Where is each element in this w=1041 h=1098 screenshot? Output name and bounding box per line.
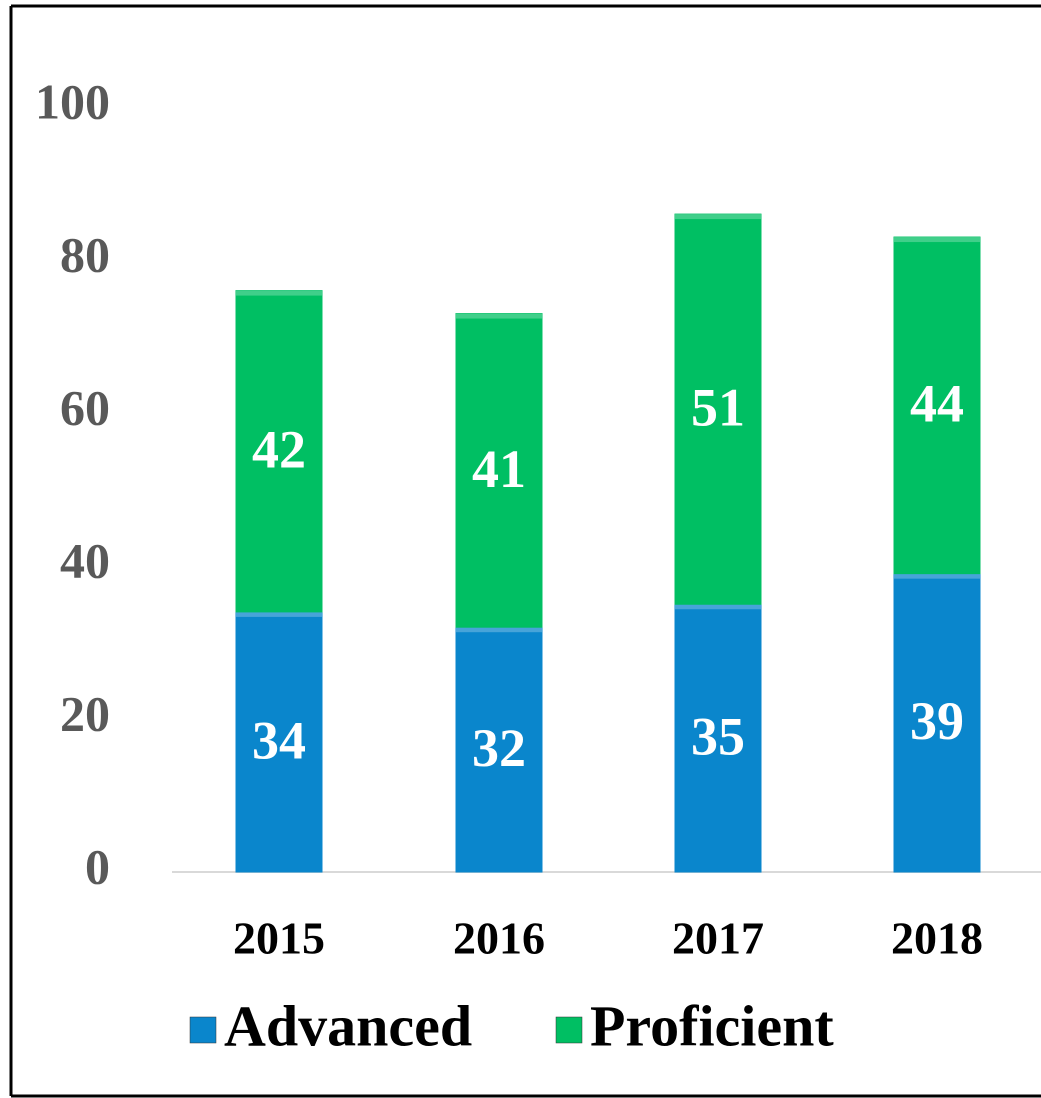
y-tick-label: 100 xyxy=(35,73,110,129)
x-tick-label: 2018 xyxy=(891,913,983,964)
bar-highlight xyxy=(675,214,761,220)
data-label: 39 xyxy=(910,691,964,751)
bar-segment xyxy=(455,313,543,628)
data-label: 34 xyxy=(252,710,306,770)
x-tick-label: 2016 xyxy=(453,913,545,964)
y-tick-label: 20 xyxy=(60,685,110,741)
legend-swatch xyxy=(189,1016,217,1044)
data-label: 51 xyxy=(691,378,745,438)
bar-segment xyxy=(893,236,981,575)
bar-highlight xyxy=(894,237,980,243)
bar-highlight xyxy=(236,611,322,617)
data-label: 35 xyxy=(691,707,745,767)
x-tick-label: 2015 xyxy=(233,913,325,964)
data-label: 42 xyxy=(252,420,306,480)
x-tick-label: 2017 xyxy=(672,913,764,964)
bar-segment xyxy=(235,290,323,613)
y-tick-label: 60 xyxy=(60,379,110,435)
bar-segment xyxy=(455,626,543,873)
data-label: 41 xyxy=(472,439,526,499)
legend-label: Advanced xyxy=(224,993,472,1058)
bar-segment xyxy=(674,603,762,873)
y-tick-label: 0 xyxy=(85,838,110,894)
bar-highlight xyxy=(675,604,761,610)
bar-highlight xyxy=(236,290,322,296)
data-label: 32 xyxy=(472,718,526,778)
y-tick-label: 80 xyxy=(60,226,110,282)
y-tick-label: 40 xyxy=(60,532,110,588)
legend-label: Proficient xyxy=(590,993,834,1058)
legend-swatch xyxy=(555,1016,583,1044)
bar-segment xyxy=(893,573,981,873)
bar-highlight xyxy=(456,313,542,319)
data-label: 44 xyxy=(910,374,964,434)
bar-highlight xyxy=(894,573,980,579)
bar-highlight xyxy=(456,627,542,633)
bar-segment xyxy=(674,213,762,605)
bar-segment xyxy=(235,611,323,873)
